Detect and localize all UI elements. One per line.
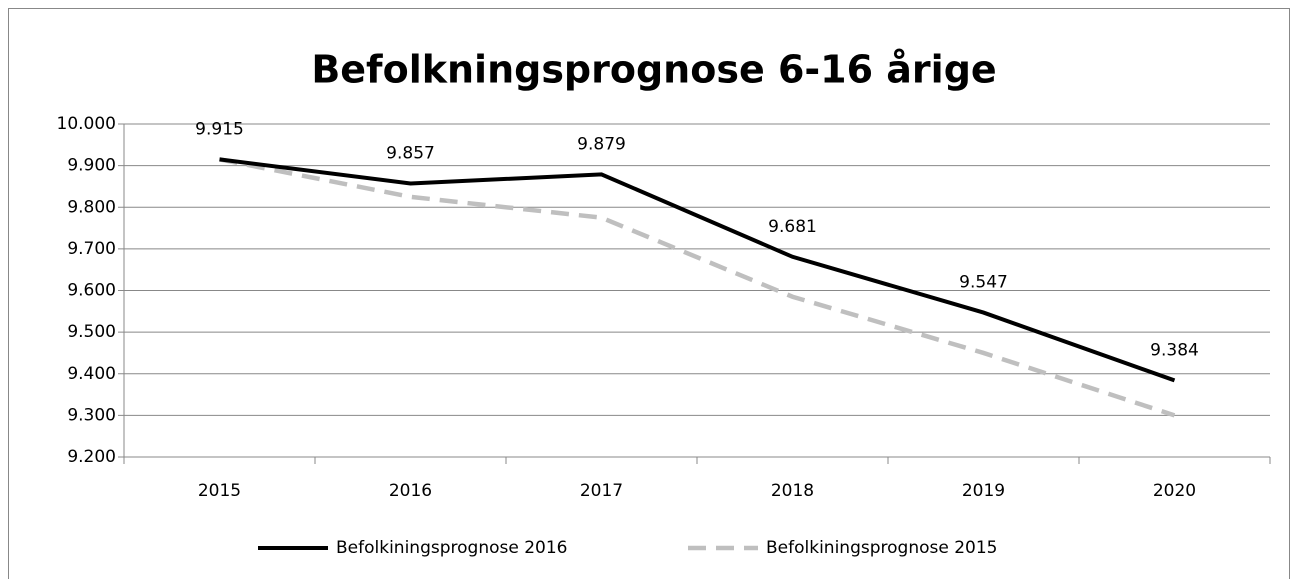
y-tick-label: 9.500 (67, 322, 116, 342)
line-series (219, 157, 1176, 383)
x-tick-label: 2017 (580, 481, 623, 501)
x-tick-label: 2019 (962, 481, 1005, 501)
y-tick-label: 9.400 (67, 364, 116, 384)
x-tick-label: 2016 (389, 481, 432, 501)
data-label: 9.879 (577, 134, 626, 154)
legend-label: Befolkiningsprognose 2015 (766, 538, 997, 558)
y-tick-label: 9.900 (67, 156, 116, 176)
line-series (219, 157, 1176, 418)
chart-title: Befolkningsprognose 6-16 årige (311, 48, 996, 92)
data-label: 9.681 (768, 217, 817, 237)
y-tick-label: 9.800 (67, 197, 116, 217)
x-tick-label: 2018 (771, 481, 814, 501)
data-label: 9.547 (959, 273, 1008, 293)
x-tick-label: 2015 (198, 481, 241, 501)
y-tick-label: 9.700 (67, 239, 116, 259)
y-tick-label: 9.300 (67, 405, 116, 425)
x-tick-label: 2020 (1153, 481, 1196, 501)
y-tick-label: 9.600 (67, 281, 116, 301)
data-label: 9.915 (195, 119, 244, 139)
data-label: 9.384 (1150, 340, 1199, 360)
y-tick-label: 10.000 (57, 114, 116, 134)
y-tick-label: 9.200 (67, 447, 116, 467)
data-label: 9.857 (386, 144, 435, 164)
legend-label: Befolkiningsprognose 2016 (336, 538, 567, 558)
chart-frame (8, 8, 1290, 579)
